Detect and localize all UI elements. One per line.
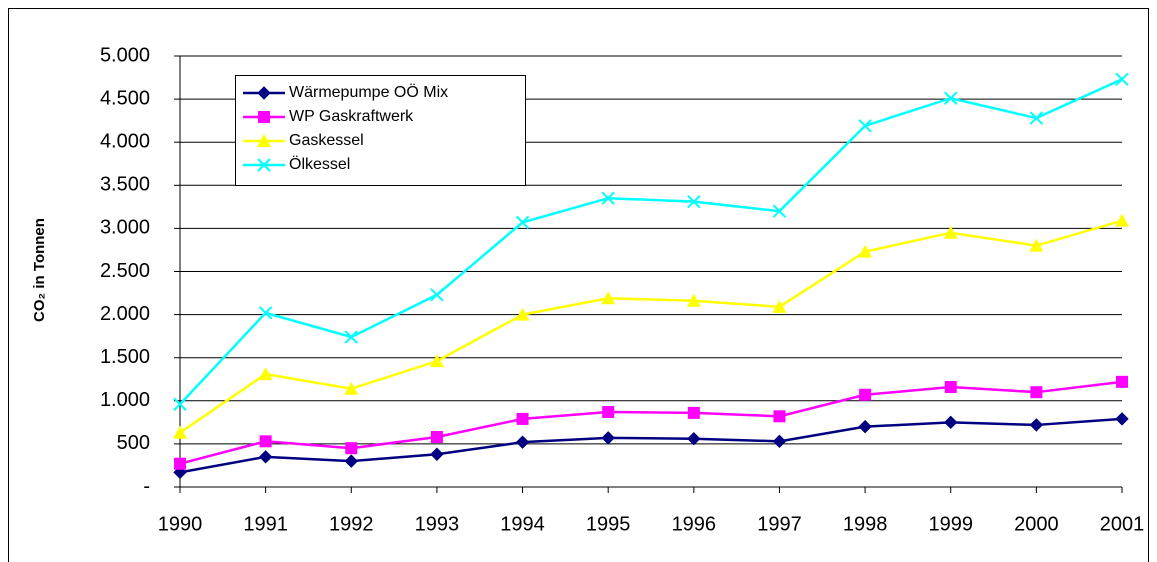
marker [1030,386,1043,399]
y-axis-label: CO₂ in Tonnen [31,218,48,322]
marker [858,119,872,133]
y-tick-label: 3.000 [100,217,150,239]
x-tick-label: 1994 [500,513,545,535]
legend-label: Gaskessel [289,132,364,149]
marker [257,86,271,100]
marker [944,381,957,394]
marker [344,330,358,344]
y-tick-label: 4.000 [100,130,150,152]
marker [602,406,615,419]
y-tick-label: 1.000 [100,389,150,411]
x-tick-label: 1990 [158,513,203,535]
marker [174,457,186,470]
series-line [179,78,1123,406]
y-tick-label: 500 [117,432,150,454]
legend-label: Ölkessel [289,155,350,173]
marker [944,91,958,105]
series-line [179,219,1123,434]
legend-label: WP Gaskraftwerk [289,108,414,125]
marker [1029,111,1044,125]
marker [515,215,530,230]
marker [944,415,958,430]
marker [601,431,615,445]
marker [859,388,872,401]
series-line [179,417,1123,474]
legend-label: Wärmepumpe OÖ Mix [289,83,448,101]
chart-frame [8,8,1149,562]
marker [687,406,700,419]
marker [345,442,358,455]
y-tick-label: - [143,475,150,497]
marker [257,158,271,172]
marker [687,194,701,209]
marker [430,288,444,302]
marker [1115,213,1129,227]
marker [943,225,958,239]
marker [344,381,359,395]
marker [772,434,787,449]
marker [1115,412,1129,426]
x-tick-label: 1998 [843,513,888,535]
marker [1029,418,1044,432]
marker [259,435,272,448]
marker [601,191,615,205]
marker [686,293,701,307]
x-tick-label: 1992 [329,513,374,535]
marker [258,111,270,123]
marker [1029,238,1044,252]
marker [858,419,872,434]
marker [773,410,786,423]
marker [772,299,787,313]
marker [429,354,444,368]
marker [258,367,273,381]
marker [173,425,187,439]
marker [430,447,444,461]
x-tick-label: 1999 [928,513,973,535]
marker [516,412,529,425]
y-tick-label: 5.000 [100,44,150,66]
marker [515,307,530,321]
marker [430,431,443,444]
series-line [179,380,1123,465]
x-tick-label: 1997 [757,513,802,535]
marker [1116,375,1128,388]
x-tick-label: 1991 [243,513,288,535]
x-tick-label: 1995 [586,513,631,535]
y-tick-label: 3.500 [100,174,150,196]
marker [515,435,530,449]
x-tick-label: 1996 [672,513,717,535]
marker [173,397,187,411]
x-tick-label: 1993 [415,513,460,535]
y-tick-label: 1.500 [100,346,150,368]
marker [344,454,358,468]
y-tick-label: 2.000 [100,303,150,325]
marker [1115,72,1129,86]
marker [258,306,273,320]
y-tick-label: 4.500 [100,87,150,109]
y-tick-label: 2.500 [100,260,150,282]
x-tick-label: 2000 [1014,513,1059,535]
marker [257,134,271,147]
x-tick-label: 2001 [1100,513,1145,535]
marker [858,244,873,258]
marker [258,450,273,464]
marker [601,291,616,305]
marker [772,204,787,218]
marker [687,432,701,446]
